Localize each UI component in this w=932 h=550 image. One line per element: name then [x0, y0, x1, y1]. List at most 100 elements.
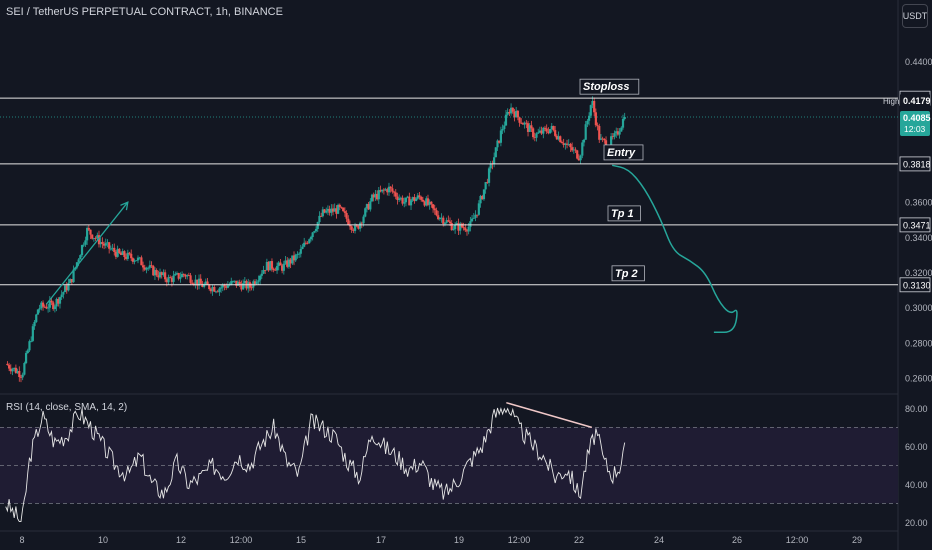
candle-body	[219, 287, 223, 289]
time-tick-label: 12:00	[230, 535, 253, 545]
candle-body	[460, 223, 463, 228]
candle-body	[555, 135, 558, 140]
currency-button[interactable]: USDT	[902, 4, 928, 28]
candle-body	[482, 189, 486, 200]
time-tick-label: 12	[176, 535, 186, 545]
candle-body	[79, 255, 82, 260]
candle-body	[450, 223, 453, 231]
candle-body	[77, 259, 80, 263]
candle-body	[62, 292, 65, 295]
horizontal-levels[interactable]: Stoploss Entry Tp 1 Tp 2	[0, 78, 898, 286]
candle-body	[437, 215, 440, 220]
candle-body	[571, 147, 574, 151]
candle-body	[180, 274, 184, 278]
candle-body	[518, 117, 521, 123]
candle-body	[526, 123, 530, 132]
candle-body	[82, 244, 85, 246]
candle-body	[470, 218, 474, 222]
candle-body	[314, 228, 318, 232]
candle-body	[613, 133, 616, 137]
candle-body	[121, 251, 124, 255]
candle-body	[242, 283, 245, 290]
candle-body	[91, 234, 94, 239]
candle-body	[106, 242, 109, 244]
candle-body	[418, 195, 421, 197]
time-tick-label: 19	[454, 535, 464, 545]
candle-body	[328, 208, 331, 213]
candle-body	[457, 223, 460, 231]
candle-body	[376, 193, 379, 200]
candle-body	[455, 223, 458, 225]
drawing-annotations[interactable]	[45, 164, 738, 334]
candle-body	[591, 101, 594, 106]
candle-body	[389, 186, 392, 189]
candle-body	[594, 112, 597, 126]
candle-body	[67, 283, 70, 291]
candle-body	[143, 267, 146, 270]
candle-body	[355, 225, 358, 227]
last-price-badge	[900, 110, 930, 136]
candle-body	[274, 269, 277, 271]
time-tick-label: 26	[732, 535, 742, 545]
candle-body	[596, 125, 599, 127]
candle-body	[101, 242, 104, 244]
candle-body	[21, 374, 24, 378]
candle-body	[535, 133, 538, 138]
candle-body	[24, 353, 28, 364]
candle-body	[465, 230, 469, 232]
level-label-box	[603, 144, 644, 161]
candle-body	[294, 254, 297, 261]
candle-body	[508, 112, 511, 114]
level-label-box	[611, 265, 645, 282]
candle-body	[430, 201, 433, 205]
candle-body	[374, 193, 377, 198]
price-tick-label: 0.3600	[905, 198, 932, 208]
candle-body	[152, 265, 155, 276]
candle-body	[325, 210, 328, 213]
candle-body	[157, 275, 160, 278]
candle-body	[258, 275, 262, 281]
time-tick-label: 12:00	[508, 535, 531, 545]
candle-body	[291, 255, 294, 264]
rsi-indicator-title[interactable]: RSI (14, close, SMA, 14, 2)	[6, 402, 128, 413]
candle-body	[554, 130, 557, 136]
candle-body	[423, 201, 426, 206]
candle-body	[516, 110, 519, 118]
candle-body	[69, 279, 72, 284]
price-axis[interactable]: 0.41920.38180.34710.31300.44000.36000.34…	[883, 57, 932, 383]
candle-body	[236, 281, 240, 286]
candle-body	[392, 191, 396, 193]
candle-body	[548, 129, 552, 134]
candle-body	[182, 274, 185, 275]
candle-body	[435, 210, 438, 216]
candle-body	[525, 122, 528, 124]
level-label-box	[607, 205, 641, 222]
candle-body	[348, 224, 352, 227]
candle-body	[296, 253, 299, 255]
rsi-line	[5, 407, 626, 523]
candle-body	[572, 149, 575, 151]
candle-body	[279, 262, 282, 266]
time-axis[interactable]: 8 10 12 12:00 15 17 19 12:00 22 24 26 12:00 29	[0, 530, 898, 545]
candle-body	[282, 263, 285, 271]
level-price-tag	[899, 156, 931, 172]
candle-body	[321, 209, 324, 217]
candle-body	[133, 260, 136, 262]
candle-body	[136, 257, 140, 261]
rsi-divergence-line	[506, 401, 593, 429]
level-price-tag-text: 0.3130	[903, 280, 931, 290]
rsi-tick-label: 60.00	[905, 442, 928, 452]
candle-body	[304, 242, 307, 244]
candle-body	[370, 194, 374, 202]
candle-body	[415, 198, 418, 202]
candle-body	[14, 367, 17, 374]
candle-body	[114, 251, 118, 257]
candle-body	[379, 190, 382, 192]
candle-body	[447, 220, 450, 222]
candle-body	[206, 281, 209, 285]
candle-body	[610, 136, 613, 146]
candle-body	[189, 275, 192, 283]
candle-body	[160, 272, 163, 276]
candle-body	[199, 278, 202, 284]
